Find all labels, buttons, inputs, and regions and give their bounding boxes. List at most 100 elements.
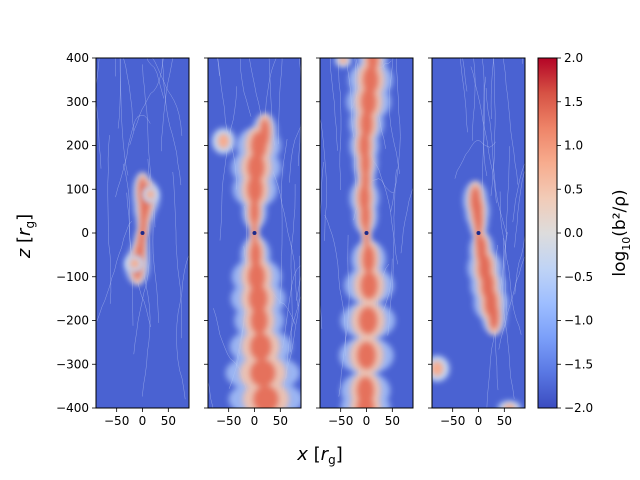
black-hole [476, 231, 481, 235]
panel-1: −400 −300 −200 −100 0 100 200 300 400 −50 0 50 [56, 51, 190, 428]
field-line [282, 265, 301, 349]
field-line [161, 58, 182, 186]
black-hole [140, 231, 145, 235]
field-line [470, 66, 497, 204]
field-line [462, 58, 468, 92]
jet-blob [489, 302, 499, 330]
field-line [96, 58, 100, 86]
black-hole [364, 231, 369, 235]
jet-blob [360, 272, 378, 299]
field-line [277, 58, 283, 145]
x-tick-label: 50 [161, 414, 176, 428]
field-line [208, 379, 214, 408]
panel-3: −50 0 50 [316, 57, 414, 428]
jet-blob [251, 132, 267, 159]
field-line [514, 138, 525, 295]
field-line [330, 58, 338, 151]
y-tick-label: −400 [56, 401, 89, 415]
jet-blob [362, 245, 375, 273]
x-tick-label: 0 [139, 414, 147, 428]
jet-blob [360, 110, 373, 138]
field-line [521, 58, 523, 64]
colorbar-tick-label: 0.0 [564, 226, 583, 240]
field-line [249, 58, 262, 124]
field-line [239, 58, 252, 117]
jet-blob [364, 223, 369, 251]
field-line [152, 58, 183, 136]
colorbar-label: log10(b²/ρ) [610, 189, 633, 276]
x-tick-label: −50 [328, 414, 353, 428]
colorbar-tick-label: −1.5 [564, 357, 593, 371]
x-tick-label: 0 [251, 414, 259, 428]
lobe-core [432, 361, 444, 377]
jet-blob [249, 285, 268, 313]
colorbar-tick-label: 0.5 [564, 182, 583, 196]
jet-layer [357, 58, 379, 408]
x-tick-label: 0 [363, 414, 371, 428]
x-tick-label: 0 [475, 414, 483, 428]
y-tick-label: −300 [56, 357, 89, 371]
jet-layer [247, 118, 279, 408]
x-axis-label: x [rg] [296, 444, 342, 467]
jet-blob [361, 88, 377, 116]
field-line [96, 221, 132, 322]
panel-4: −50 0 50 [428, 57, 526, 428]
field-line [320, 116, 328, 241]
y-tick-label: −100 [56, 270, 89, 284]
lobe-core [503, 403, 516, 408]
lobe-core [339, 58, 348, 65]
field-line [115, 115, 151, 198]
jet-blob [253, 385, 279, 408]
field-line [161, 58, 173, 152]
field-line [454, 140, 496, 179]
x-tick-label: −50 [104, 414, 129, 428]
field-line [490, 58, 494, 120]
field-line [96, 101, 102, 169]
lobe-core [129, 258, 140, 269]
field-line [146, 58, 165, 99]
field-line [514, 169, 525, 248]
jet-blob [250, 359, 276, 387]
field-line [176, 254, 189, 400]
y-tick-label: 100 [66, 182, 89, 196]
field-line [320, 161, 324, 329]
field-line [272, 171, 299, 307]
jet-blob [250, 241, 261, 269]
jet-blob [250, 333, 272, 361]
field-line [279, 139, 288, 304]
lobe-core [217, 133, 230, 149]
field-line [499, 191, 522, 335]
field-line [289, 125, 301, 183]
y-tick-label: 0 [81, 226, 89, 240]
field-line [498, 255, 525, 350]
jet-blob [357, 342, 376, 369]
y-tick-label: −200 [56, 314, 89, 328]
jet-blob [363, 66, 379, 94]
jet-blob [250, 197, 259, 225]
jet-blob [247, 175, 263, 203]
field-line [400, 186, 413, 254]
x-tick-label: 50 [385, 414, 400, 428]
field-line [219, 86, 237, 241]
y-tick-label: 300 [66, 95, 89, 109]
colorbar: 2.0 1.5 1.0 0.5 0.0 −0.5 −1.0 −1.5 −2.0 [537, 51, 593, 415]
field-line [481, 58, 488, 177]
lobe-core [146, 189, 155, 200]
colorbar-tick-label: −1.0 [564, 314, 593, 328]
field-line [387, 169, 397, 336]
field-line [338, 58, 342, 191]
y-axis-label: z [rg] [14, 214, 37, 259]
field-line [490, 58, 496, 196]
x-tick-label: −50 [440, 414, 465, 428]
field-line [460, 58, 468, 133]
field-line [499, 58, 501, 59]
jet-blob [357, 394, 374, 408]
field-line [472, 58, 476, 141]
x-tick-label: 50 [273, 414, 288, 428]
jet-blob [248, 263, 265, 291]
field-line [123, 58, 135, 131]
field-line [172, 171, 182, 339]
colorbar-tick-label: −0.5 [564, 270, 593, 284]
x-tick-label: 50 [497, 414, 512, 428]
